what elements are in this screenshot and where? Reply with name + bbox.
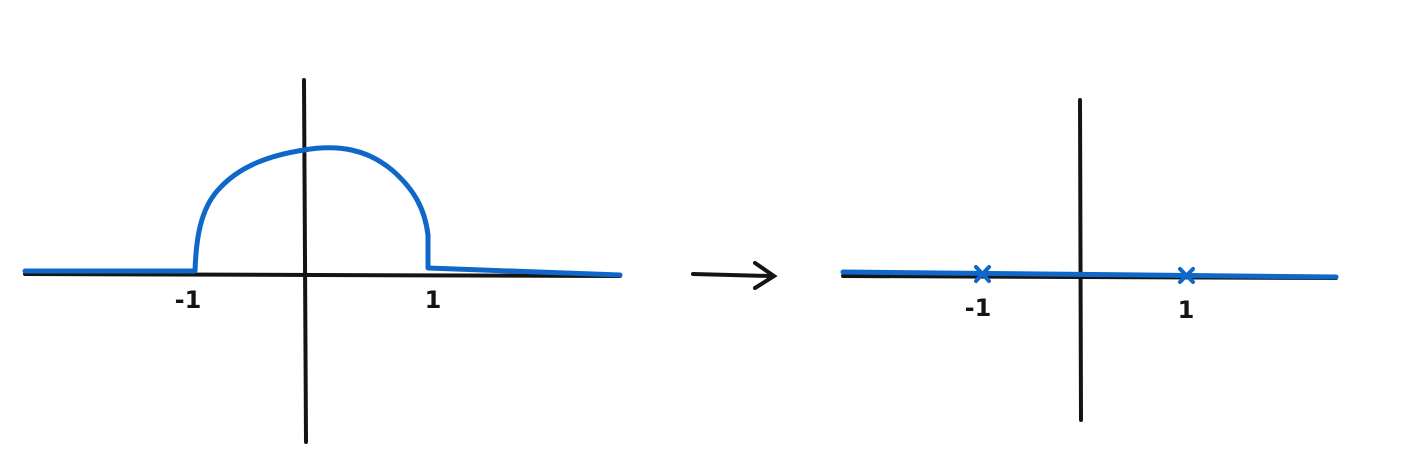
- right-hatch-stroke-3: [950, 95, 1168, 253]
- left-hatch-stroke-4: [154, 138, 234, 226]
- right-tick-label-minus-one: -1: [965, 294, 992, 322]
- right-mark-one: [1178, 267, 1195, 284]
- left-hatch-stroke-1: [44, 52, 148, 145]
- right-hatch-stroke-1: [855, 84, 968, 170]
- left-hatch-stroke-9: [442, 96, 552, 188]
- right-hatch-stroke-5: [1160, 130, 1310, 244]
- left-hatch-stroke-11: [505, 150, 610, 237]
- right-tick-label-one: 1: [1178, 296, 1195, 324]
- right-hatch-stroke-2: [876, 102, 1065, 238]
- left-hatch-stroke-2: [60, 70, 188, 200]
- right-mark-minus-one: [974, 265, 991, 283]
- left-y-axis: [302, 78, 308, 444]
- left-shaded-region: [44, 45, 648, 241]
- right-boundary-line: [840, 269, 1339, 280]
- left-hatch-stroke-8: [400, 68, 505, 160]
- left-hatch-stroke-12: [569, 162, 648, 241]
- left-tick-label-one: 1: [425, 286, 442, 314]
- arrow-head: [753, 261, 778, 290]
- left-tick-label-minus-one: -1: [175, 286, 202, 314]
- right-mark-one-stroke-2: [1178, 267, 1195, 284]
- right-shaded-region: [855, 84, 1397, 253]
- left-boundary-curve: [22, 145, 623, 278]
- left-x-axis: [23, 272, 622, 278]
- right-hatch-stroke-6: [1262, 130, 1397, 245]
- left-hatch-stroke-5: [243, 50, 330, 116]
- right-mark-minus-one-stroke-2: [974, 265, 991, 283]
- right-hatch-stroke-4: [1059, 110, 1250, 247]
- transform-arrow: [691, 261, 778, 290]
- left-hatch-stroke-6: [295, 45, 410, 142]
- right-diagram: -1 1: [840, 84, 1397, 422]
- left-hatch-stroke-10: [470, 123, 578, 213]
- left-diagram: -1 1: [22, 45, 648, 444]
- right-y-axis: [1078, 98, 1083, 422]
- arrow-shaft: [691, 272, 772, 278]
- left-hatch-stroke-7: [350, 52, 450, 138]
